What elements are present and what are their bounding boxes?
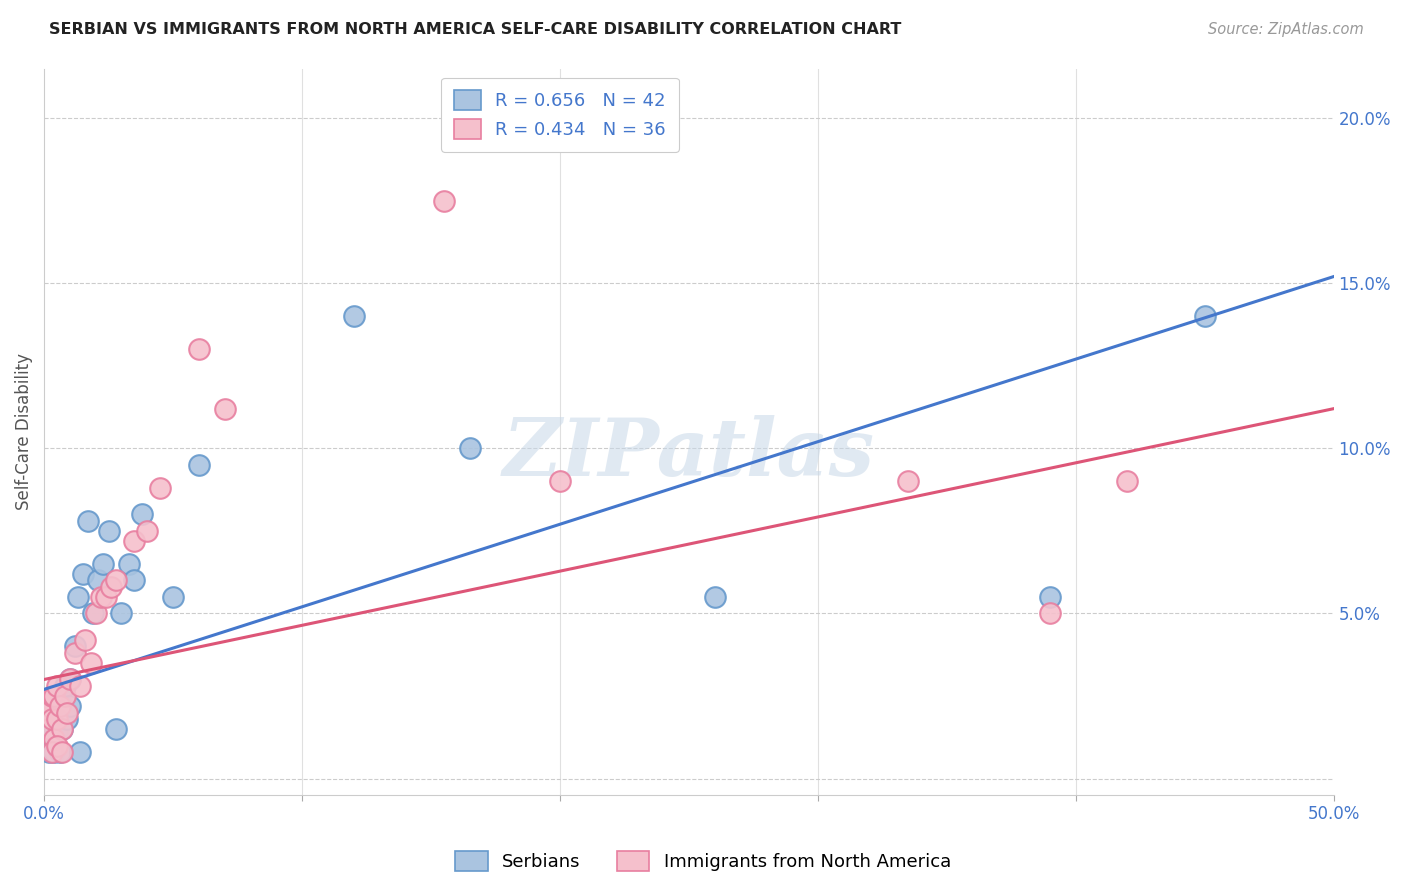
Point xyxy=(69,679,91,693)
Point xyxy=(53,679,76,693)
Point xyxy=(44,689,66,703)
Point xyxy=(187,343,209,357)
Point xyxy=(1039,607,1062,621)
Point xyxy=(66,590,89,604)
Point xyxy=(458,442,481,456)
Point xyxy=(41,731,63,746)
Point xyxy=(35,739,58,753)
Point xyxy=(1039,590,1062,604)
Point xyxy=(162,590,184,604)
Point xyxy=(77,514,100,528)
Point xyxy=(44,745,66,759)
Point xyxy=(46,679,69,693)
Point xyxy=(118,557,141,571)
Text: ZIPatlas: ZIPatlas xyxy=(503,415,875,492)
Point xyxy=(59,673,82,687)
Point xyxy=(38,712,60,726)
Point xyxy=(41,745,63,759)
Point xyxy=(56,706,79,720)
Point xyxy=(703,590,725,604)
Point xyxy=(48,689,70,703)
Point xyxy=(59,698,82,713)
Point xyxy=(46,739,69,753)
Point xyxy=(72,566,94,581)
Text: SERBIAN VS IMMIGRANTS FROM NORTH AMERICA SELF-CARE DISABILITY CORRELATION CHART: SERBIAN VS IMMIGRANTS FROM NORTH AMERICA… xyxy=(49,22,901,37)
Point xyxy=(48,698,70,713)
Y-axis label: Self-Care Disability: Self-Care Disability xyxy=(15,353,32,510)
Point xyxy=(131,508,153,522)
Point xyxy=(105,574,128,588)
Point xyxy=(187,458,209,472)
Point xyxy=(100,580,122,594)
Point xyxy=(38,698,60,713)
Point xyxy=(51,745,73,759)
Point xyxy=(110,607,132,621)
Point xyxy=(1116,475,1139,489)
Point xyxy=(53,706,76,720)
Point xyxy=(1194,309,1216,323)
Point xyxy=(48,745,70,759)
Point xyxy=(63,640,86,654)
Point xyxy=(46,689,69,703)
Point xyxy=(897,475,920,489)
Point xyxy=(82,607,104,621)
Point xyxy=(84,607,107,621)
Point xyxy=(548,475,571,489)
Legend: Serbians, Immigrants from North America: Serbians, Immigrants from North America xyxy=(449,844,957,879)
Point xyxy=(38,722,60,736)
Point xyxy=(97,524,120,538)
Point xyxy=(433,194,456,208)
Text: Source: ZipAtlas.com: Source: ZipAtlas.com xyxy=(1208,22,1364,37)
Point xyxy=(342,309,364,323)
Point xyxy=(51,722,73,736)
Point xyxy=(105,722,128,736)
Point xyxy=(38,745,60,759)
Point xyxy=(63,646,86,660)
Point xyxy=(69,745,91,759)
Point xyxy=(53,689,76,703)
Point xyxy=(48,712,70,726)
Point xyxy=(38,722,60,736)
Point xyxy=(90,590,112,604)
Point xyxy=(93,557,115,571)
Point xyxy=(124,574,146,588)
Point xyxy=(46,712,69,726)
Point xyxy=(41,712,63,726)
Point xyxy=(75,632,97,647)
Point xyxy=(41,706,63,720)
Point xyxy=(51,698,73,713)
Point xyxy=(124,533,146,548)
Point xyxy=(87,574,110,588)
Point xyxy=(44,719,66,733)
Point xyxy=(56,712,79,726)
Point xyxy=(35,706,58,720)
Point xyxy=(79,656,101,670)
Point xyxy=(149,481,172,495)
Point xyxy=(214,401,236,416)
Point xyxy=(51,722,73,736)
Point xyxy=(136,524,159,538)
Point xyxy=(44,731,66,746)
Legend: R = 0.656   N = 42, R = 0.434   N = 36: R = 0.656 N = 42, R = 0.434 N = 36 xyxy=(441,78,679,152)
Point xyxy=(41,689,63,703)
Point xyxy=(94,590,117,604)
Point xyxy=(59,673,82,687)
Point xyxy=(46,725,69,739)
Point xyxy=(44,698,66,713)
